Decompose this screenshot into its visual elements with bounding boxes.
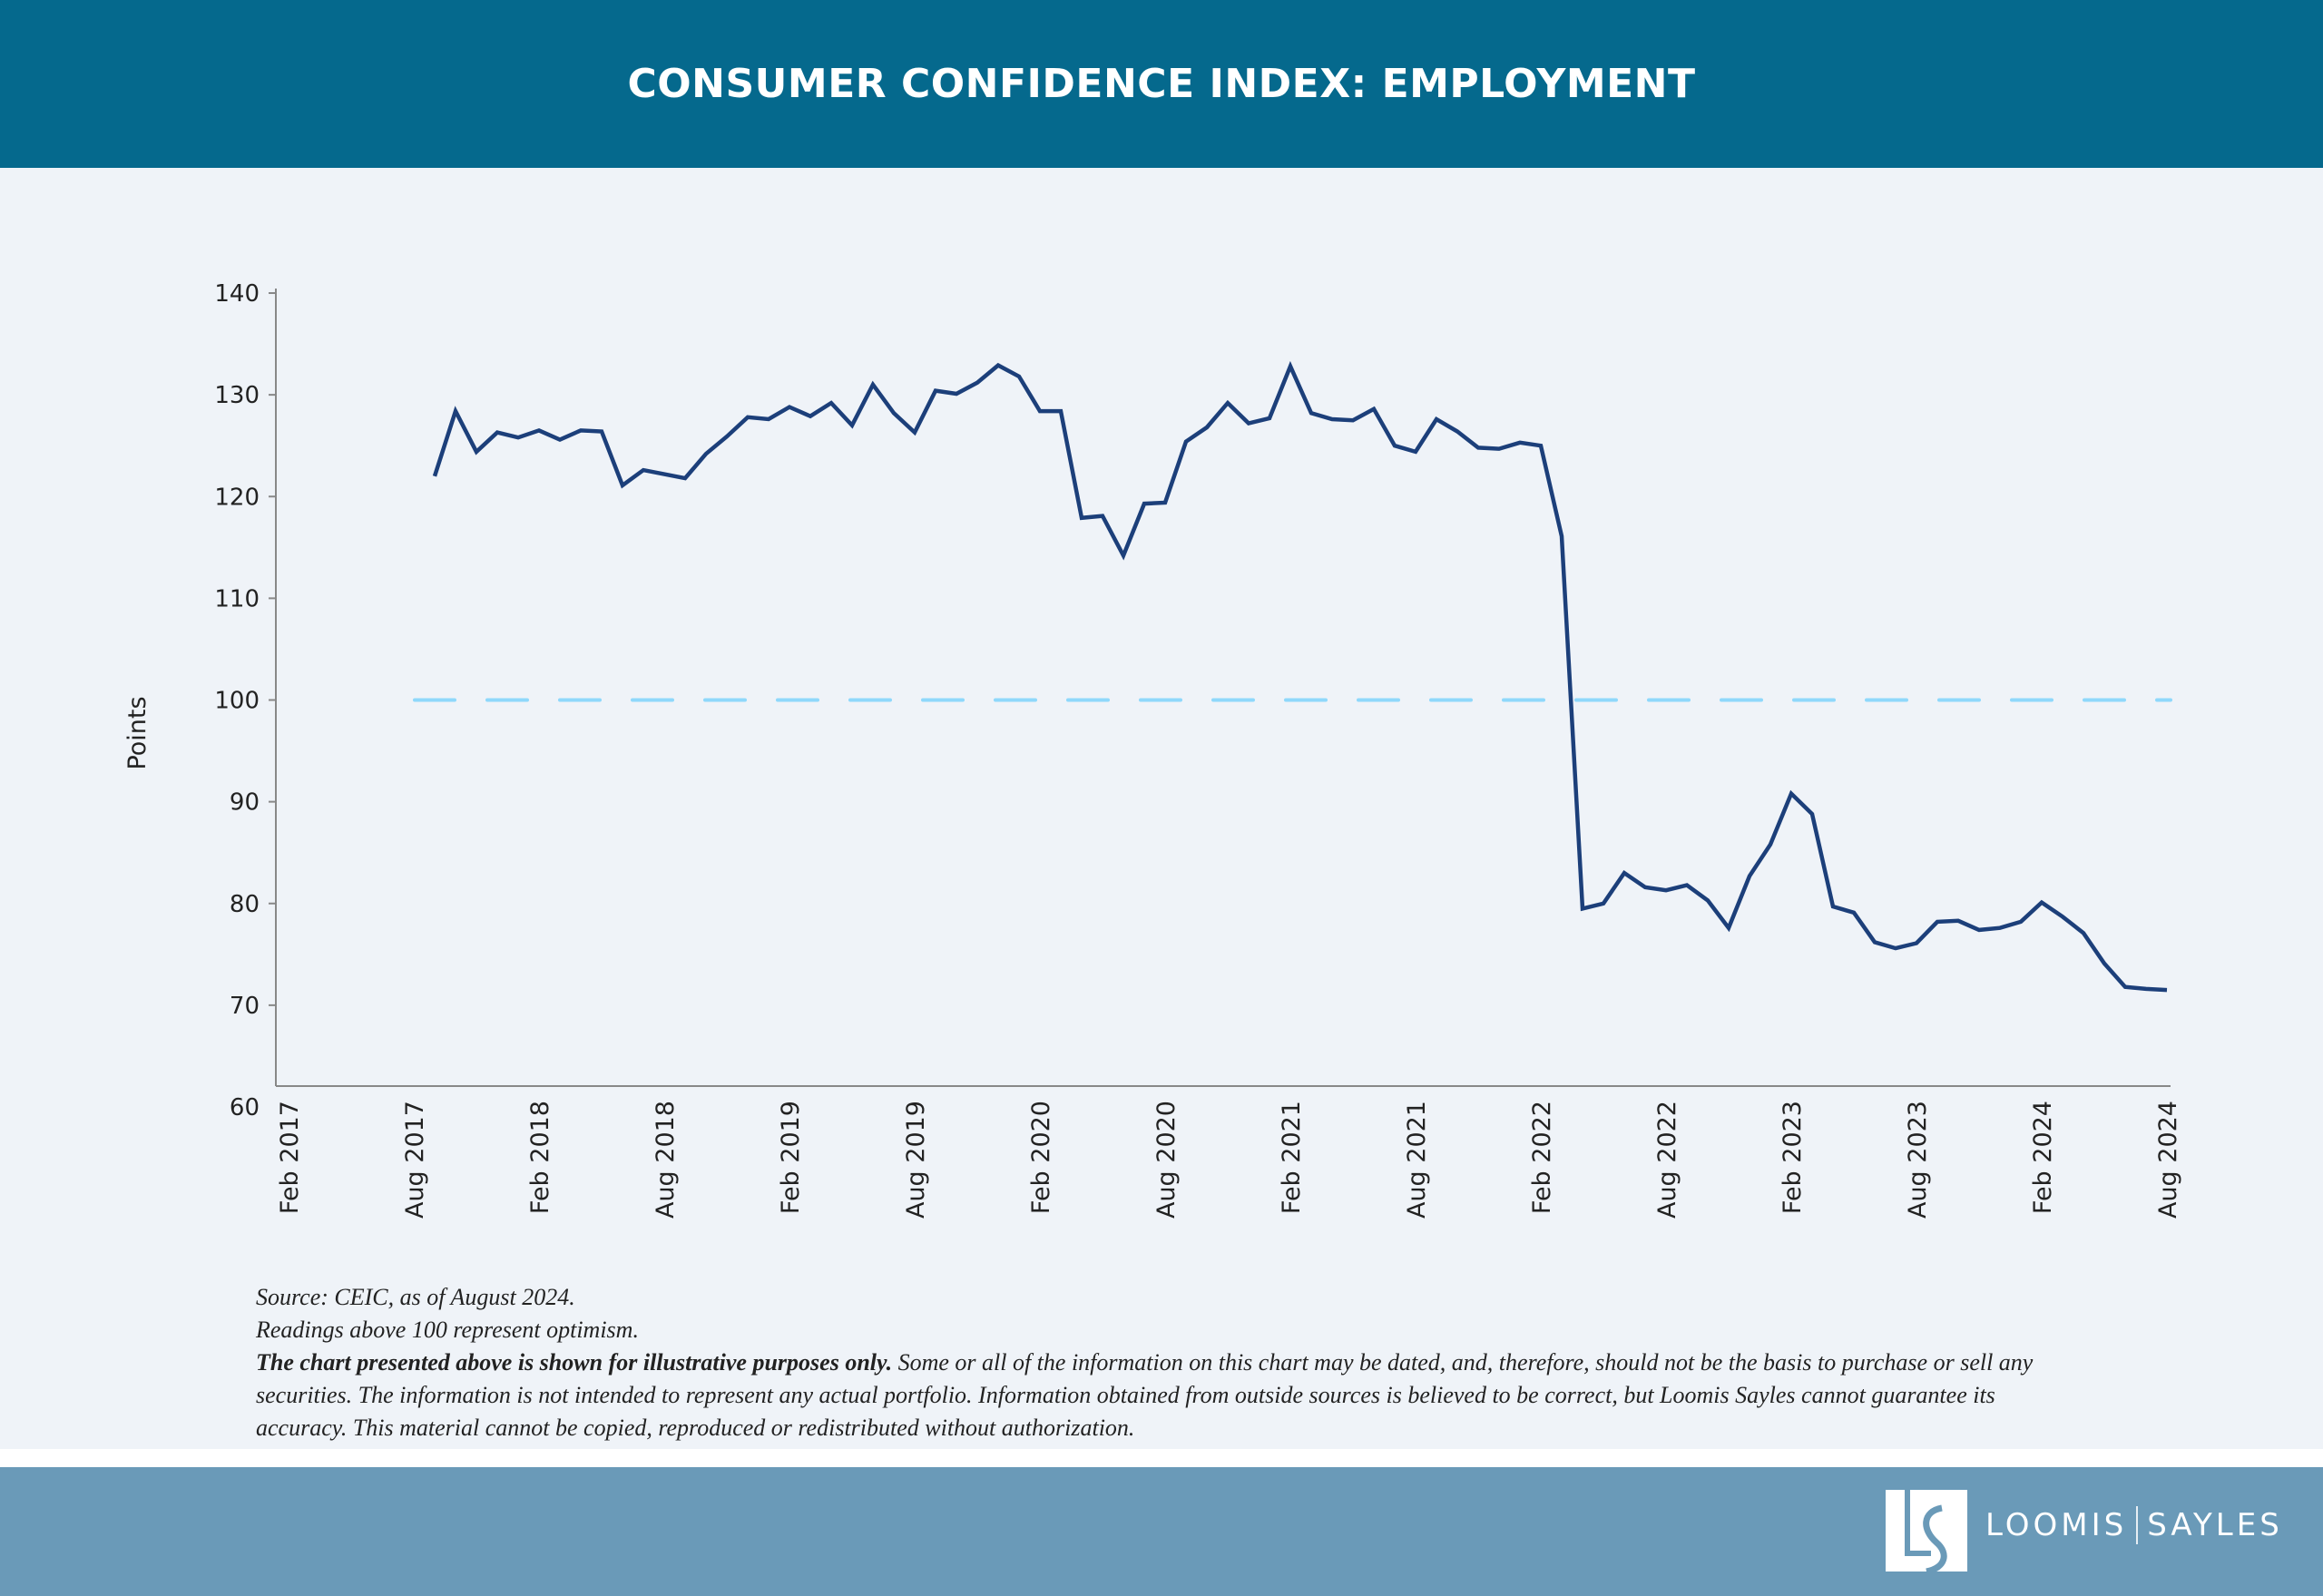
footer-banner bbox=[0, 1467, 2323, 1596]
x-tick-label: Feb 2018 bbox=[526, 1101, 554, 1214]
x-tick-label: Feb 2017 bbox=[276, 1101, 304, 1214]
x-tick-label: Feb 2019 bbox=[777, 1101, 805, 1214]
disclaimer: The chart presented above is shown for i… bbox=[256, 1346, 2071, 1444]
brand-left: LOOMIS bbox=[1985, 1507, 2128, 1543]
x-tick-label: Feb 2023 bbox=[1779, 1101, 1807, 1214]
x-tick-label: Aug 2020 bbox=[1152, 1101, 1181, 1219]
x-tick-label: Feb 2020 bbox=[1027, 1101, 1055, 1214]
disclaimer-bold: The chart presented above is shown for i… bbox=[256, 1349, 893, 1376]
x-tick-label: Aug 2024 bbox=[2154, 1101, 2182, 1219]
x-tick-label: Feb 2022 bbox=[1528, 1101, 1556, 1214]
y-tick-label: 80 bbox=[230, 891, 260, 918]
x-tick-label: Feb 2024 bbox=[2029, 1101, 2057, 1214]
y-tick-label: 100 bbox=[214, 688, 260, 715]
x-tick-label: Aug 2021 bbox=[1403, 1101, 1431, 1219]
brand-separator bbox=[2136, 1506, 2139, 1544]
y-tick-label: 60 bbox=[230, 1094, 260, 1121]
x-tick-label: Aug 2023 bbox=[1904, 1101, 1932, 1219]
source-note: Source: CEIC, as of August 2024. bbox=[256, 1284, 575, 1310]
optimism-note: Readings above 100 represent optimism. bbox=[256, 1317, 639, 1343]
loomis-sayles-logo-mark bbox=[1886, 1490, 1967, 1575]
y-tick-label: 140 bbox=[214, 280, 260, 308]
x-tick-label: Feb 2021 bbox=[1278, 1101, 1306, 1214]
x-tick-label: Aug 2022 bbox=[1653, 1101, 1681, 1219]
brand-right: SAYLES bbox=[2147, 1507, 2283, 1543]
x-tick-label: Aug 2019 bbox=[902, 1101, 930, 1219]
brand-name: LOOMIS SAYLES bbox=[1985, 1506, 2283, 1544]
header-banner: CONSUMER CONFIDENCE INDEX: EMPLOYMENT bbox=[0, 0, 2323, 168]
page-title: CONSUMER CONFIDENCE INDEX: EMPLOYMENT bbox=[627, 61, 1696, 107]
y-axis: 60 70 80 90 100 110 120 130 140 bbox=[214, 280, 277, 1121]
y-axis-label: Points bbox=[123, 696, 152, 769]
disclaimer-text: Some or all of the information on this c… bbox=[256, 1349, 2034, 1441]
y-tick-label: 90 bbox=[230, 789, 260, 817]
divider-strip bbox=[0, 1449, 2323, 1467]
x-axis: Feb 2017 Aug 2017 Feb 2018 Aug 2018 Feb 2019… bbox=[276, 1085, 2182, 1219]
series-line bbox=[432, 360, 2168, 993]
x-tick-label: Aug 2018 bbox=[652, 1101, 680, 1219]
y-tick-label: 70 bbox=[230, 993, 260, 1020]
x-tick-label: Aug 2017 bbox=[401, 1101, 429, 1219]
series-employment bbox=[432, 360, 2168, 993]
footnote: Source: CEIC, as of August 2024. Reading… bbox=[256, 1281, 2071, 1444]
y-tick-label: 130 bbox=[214, 382, 260, 409]
line-chart: 60 70 80 90 100 110 120 130 140 Feb 2017 Aug 2017… bbox=[123, 280, 2182, 1219]
y-tick-label: 120 bbox=[214, 484, 260, 511]
y-tick-label: 110 bbox=[214, 585, 260, 612]
